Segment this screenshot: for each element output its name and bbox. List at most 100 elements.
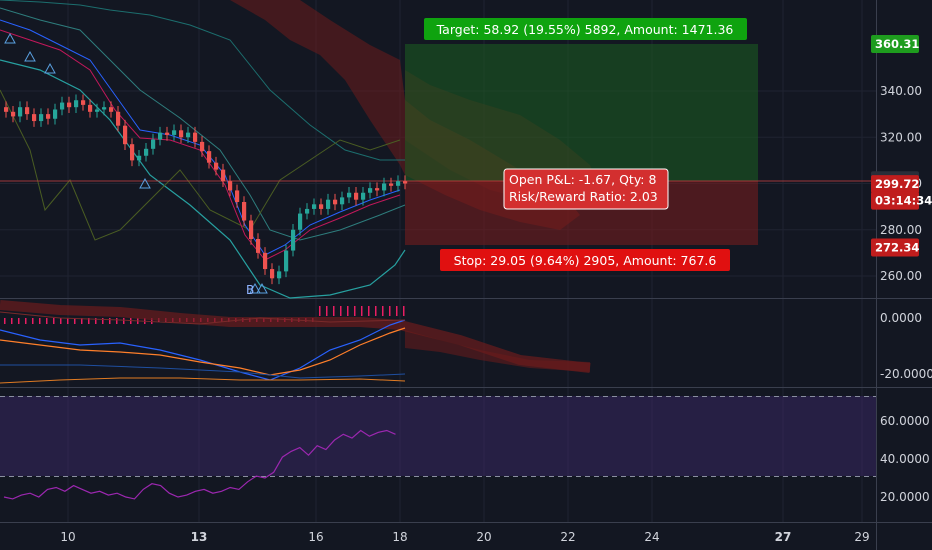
target-zone[interactable]	[405, 44, 758, 181]
candle-body	[263, 252, 268, 270]
candles	[4, 94, 408, 285]
histogram-bar	[18, 318, 20, 324]
oscillator-line-baseline	[0, 377, 406, 384]
candle-body	[200, 141, 205, 152]
histogram-bar	[102, 318, 104, 324]
target-label-box[interactable]: Target: 58.92 (19.55%) 5892, Amount: 147…	[424, 18, 747, 40]
histogram-bar	[39, 318, 41, 324]
candle-body	[305, 208, 310, 214]
candle-body	[67, 102, 72, 108]
candle-body	[214, 162, 219, 170]
candle-body	[158, 132, 163, 140]
candle-body	[382, 183, 387, 191]
price-tag-bg	[871, 238, 919, 257]
histogram-bar	[116, 318, 118, 324]
signal-triangle	[4, 32, 16, 44]
signal-triangle	[256, 282, 268, 294]
risk-reward-label: Risk/Reward Ratio: 2.03	[509, 189, 658, 204]
ma-slow	[0, 29, 401, 261]
candle-body	[172, 130, 177, 135]
candle-body	[354, 192, 359, 200]
candle-body	[123, 125, 128, 145]
candle-body	[25, 107, 30, 115]
time-tick-label: 29	[854, 530, 869, 544]
candle-body	[179, 130, 184, 138]
histogram-bar	[354, 306, 356, 316]
candle-body	[312, 204, 317, 209]
oscillator-line-orange	[0, 327, 406, 376]
price-tick-label: 320.00	[880, 130, 922, 144]
time-tick-label: 24	[644, 530, 659, 544]
rsi-axis[interactable]: 60.0000 40.0000 20.0000	[880, 414, 930, 504]
candle-body	[53, 109, 58, 119]
bollinger-lower	[0, 59, 406, 299]
ma-fast	[0, 19, 401, 256]
signal-triangle	[24, 50, 36, 62]
oscillator-cloud-fill	[405, 330, 590, 372]
histogram-bar	[347, 306, 349, 316]
candle-body	[403, 181, 408, 184]
oscillator-cloud	[0, 300, 591, 373]
stop-label-box[interactable]: Stop: 29.05 (9.64%) 2905, Amount: 767.6	[440, 249, 730, 271]
price-tick-label: 280.00	[880, 223, 922, 237]
candle-body	[88, 104, 93, 112]
candle-body	[228, 181, 233, 191]
histogram-bar	[340, 306, 342, 316]
oscillator-axis[interactable]: 0.0000 -20.0000	[880, 311, 932, 381]
rsi-line	[3, 429, 396, 500]
candle-body	[340, 197, 345, 205]
candle-body	[95, 109, 100, 112]
price-tag-bg	[871, 175, 919, 194]
candle-body	[74, 100, 79, 108]
rsi-tick-label: 40.0000	[880, 452, 930, 466]
time-axis[interactable]: 10 13 16 18 20 22 24 27 29	[60, 530, 869, 544]
price-tag: 03:14:34	[871, 191, 932, 210]
time-tick-label: 18	[392, 530, 407, 544]
price-tag-label: 272.34	[875, 240, 919, 254]
price-tag: 299.72	[871, 175, 919, 194]
pnl-label: Open P&L: -1.67, Qty: 8	[509, 172, 656, 187]
time-tick-label: 10	[60, 530, 75, 544]
candle-body	[151, 139, 156, 149]
candle-body	[116, 111, 121, 126]
histogram-bar	[326, 306, 328, 316]
candle-body	[4, 107, 9, 112]
candle-body	[277, 271, 282, 279]
candle-body	[291, 229, 296, 251]
histogram-bar	[375, 306, 377, 316]
histogram-bar	[389, 306, 391, 316]
candle-body	[319, 204, 324, 209]
histogram-bar	[368, 306, 370, 316]
candle-body	[109, 107, 114, 112]
candle-body	[32, 114, 37, 122]
histogram-bar	[123, 318, 125, 324]
candle-body	[144, 148, 149, 156]
candle-body	[347, 192, 352, 198]
candle-body	[81, 100, 86, 105]
candle-body	[11, 111, 16, 117]
histogram-bar	[32, 318, 34, 324]
histogram-bar	[60, 318, 62, 324]
histogram-bar	[109, 318, 111, 324]
candle-body	[368, 188, 373, 193]
price-tick-label: 260.00	[880, 269, 922, 283]
histogram-bar	[74, 318, 76, 324]
histogram-bar	[333, 306, 335, 316]
stop-label: Stop: 29.05 (9.64%) 2905, Amount: 767.6	[454, 253, 717, 268]
price-tag-bg	[871, 35, 919, 54]
price-tag-label: 360.31	[875, 37, 919, 51]
signal-triangle	[139, 177, 151, 189]
candle-body	[389, 183, 394, 186]
histogram-bar	[53, 318, 55, 324]
candle-body	[361, 192, 366, 200]
kumo-line	[0, 89, 401, 241]
candle-body	[221, 169, 226, 182]
candle-body	[46, 114, 51, 119]
pnl-box[interactable]: Open P&L: -1.67, Qty: 8 Risk/Reward Rati…	[503, 168, 669, 210]
price-tag-label: 03:14:34	[875, 194, 932, 208]
histogram-bar	[4, 318, 6, 324]
candle-body	[284, 250, 289, 272]
candle-body	[207, 151, 212, 163]
